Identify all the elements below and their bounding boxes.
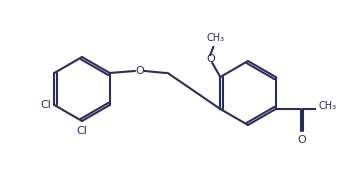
Text: O: O <box>206 54 215 64</box>
Text: Cl: Cl <box>77 126 87 136</box>
Text: CH₃: CH₃ <box>206 33 224 43</box>
Text: O: O <box>135 66 144 76</box>
Text: CH₃: CH₃ <box>319 101 337 111</box>
Text: O: O <box>297 135 306 145</box>
Text: Cl: Cl <box>40 100 51 110</box>
